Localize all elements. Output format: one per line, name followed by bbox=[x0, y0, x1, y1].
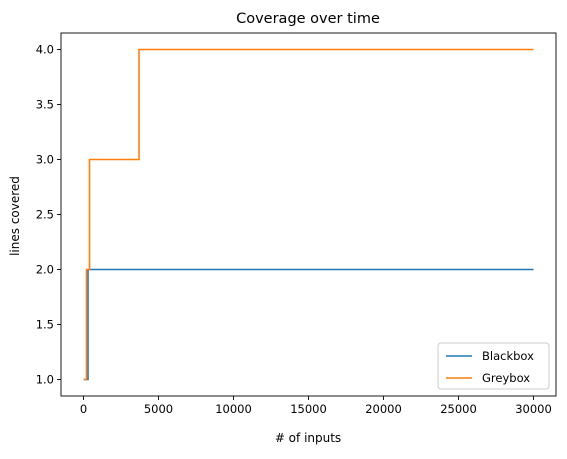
x-tick-label: 20000 bbox=[365, 402, 402, 416]
y-tick-label: 2.5 bbox=[36, 208, 54, 222]
series-line-greybox bbox=[83, 48, 534, 381]
legend-label-greybox: Greybox bbox=[482, 371, 530, 385]
legend: Blackbox Greybox bbox=[437, 342, 550, 390]
x-tick-label: 30000 bbox=[515, 402, 552, 416]
plot-frame bbox=[60, 32, 557, 397]
y-tick-label: 1.0 bbox=[36, 373, 54, 387]
x-tick-label: 5000 bbox=[144, 402, 173, 416]
y-axis: 1.0 1.5 2.0 2.5 3.0 3.5 4.0 bbox=[36, 43, 61, 387]
y-tick-label: 1.5 bbox=[36, 318, 54, 332]
y-tick-label: 4.0 bbox=[36, 43, 54, 57]
x-tick-label: 0 bbox=[80, 402, 87, 416]
chart-title: Coverage over time bbox=[236, 11, 380, 27]
legend-label-blackbox: Blackbox bbox=[482, 349, 534, 363]
y-tick-label: 2.0 bbox=[36, 263, 54, 277]
x-tick-label: 25000 bbox=[440, 402, 477, 416]
x-axis-label: # of inputs bbox=[275, 431, 341, 445]
x-axis: 0 5000 10000 15000 20000 25000 30000 bbox=[80, 396, 552, 416]
y-axis-label: lines covered bbox=[8, 176, 22, 256]
x-tick-label: 15000 bbox=[290, 402, 327, 416]
x-tick-label: 10000 bbox=[215, 402, 252, 416]
y-tick-label: 3.5 bbox=[36, 98, 54, 112]
plot-area bbox=[60, 32, 557, 397]
y-tick-label: 3.0 bbox=[36, 153, 54, 167]
